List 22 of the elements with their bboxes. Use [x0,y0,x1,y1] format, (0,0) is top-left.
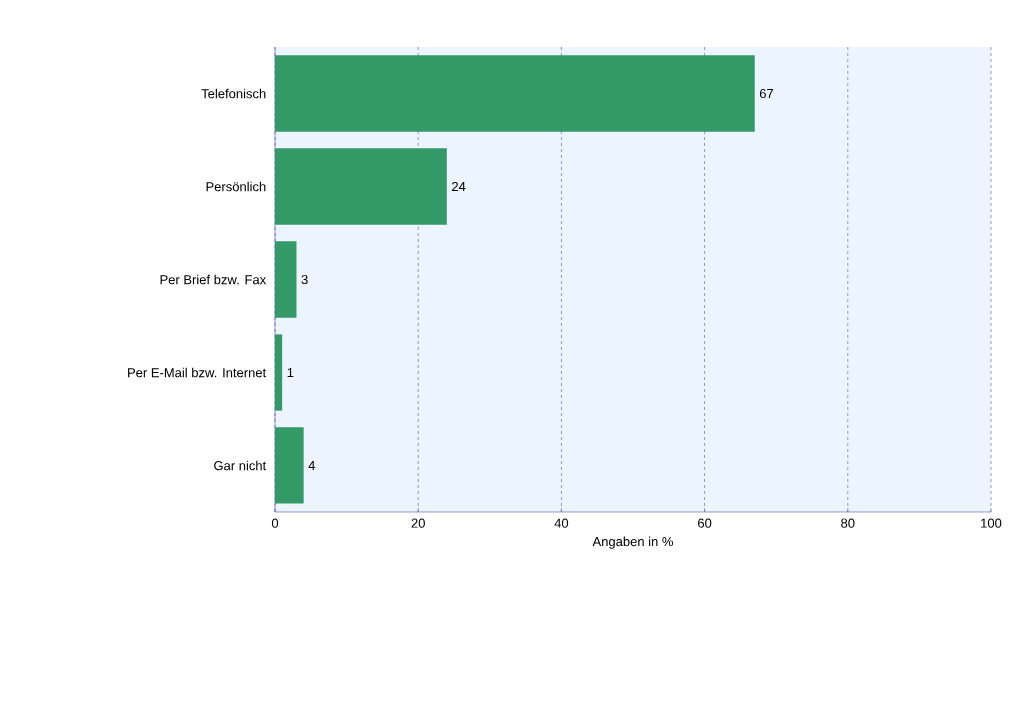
x-tick-label: 0 [271,518,279,528]
x-axis-title: Angaben in % [592,536,673,549]
bar [275,334,283,411]
y-tick-label: Persönlich [206,181,266,192]
y-tick-label: Per E-Mail bzw. Internet [128,367,267,378]
data-label: 1 [287,368,294,377]
bar [275,148,447,225]
y-tick-label: Telefonisch [201,88,266,99]
data-label: 67 [759,88,774,99]
bar [275,241,297,318]
data-label: 3 [301,274,308,285]
bar [275,55,755,132]
x-tick-label: 100 [981,518,1002,528]
data-label: 4 [308,461,316,470]
data-label: 24 [452,181,466,192]
bar [275,427,304,504]
x-tick-label: 60 [698,518,712,528]
x-tick-label: 80 [841,518,855,528]
y-tick-label: Gar nicht [214,460,267,471]
x-tick-label: 40 [554,518,569,528]
x-tick-label: 20 [411,518,425,528]
y-tick-label: Per Brief bzw. Fax [160,274,267,285]
